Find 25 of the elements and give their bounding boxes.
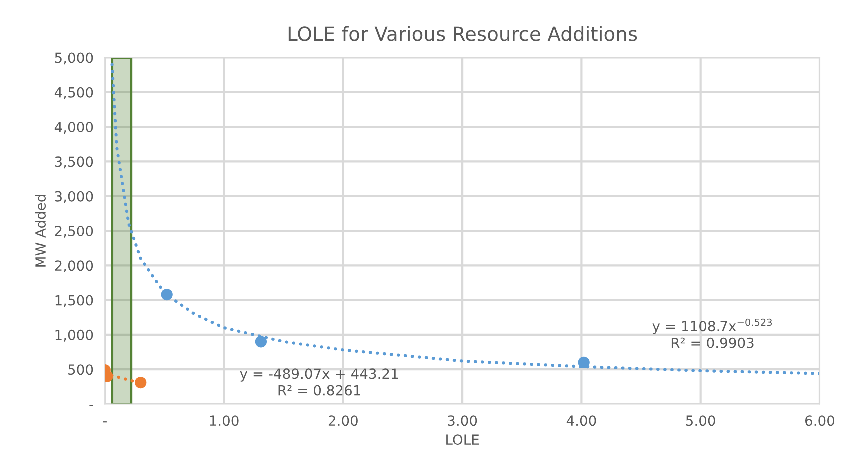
y-tick-label: 4,500 bbox=[54, 87, 94, 100]
annotation: y = -489.07x + 443.21 R² = 0.8261 bbox=[240, 368, 398, 396]
y-tick-label: 1,000 bbox=[56, 330, 94, 342]
x-tick-label: 3.00 bbox=[448, 416, 478, 426]
y-tick-label: 4,000 bbox=[54, 122, 94, 134]
y-tick-label: - bbox=[90, 405, 94, 406]
x-tick-label: 6.00 bbox=[805, 416, 835, 426]
y-axis-title: MW Added bbox=[35, 195, 46, 267]
y-tick-label: 5,000 bbox=[55, 52, 94, 65]
x-tick-label: 2.00 bbox=[328, 416, 358, 426]
y-tick-label: 3,500 bbox=[55, 156, 94, 169]
y-tick-label: 1,500 bbox=[56, 295, 94, 308]
x-tick-label: 5.00 bbox=[686, 416, 716, 426]
y-tick-label: 3,000 bbox=[55, 191, 94, 204]
chart-title: LOLE for Various Resource Additions bbox=[288, 26, 638, 42]
y-tick-label: 2,500 bbox=[55, 226, 94, 238]
y-tick-label: 500 bbox=[68, 364, 94, 376]
x-tick-label: 1.00 bbox=[210, 416, 239, 426]
x-axis-title: LOLE bbox=[446, 434, 479, 446]
point bbox=[255, 336, 268, 348]
point bbox=[578, 356, 590, 368]
point bbox=[161, 288, 173, 301]
annotation: y = 1108.7x$^{−0.523}$ R² = 0.9903 bbox=[652, 318, 772, 348]
y-tick-label: 2,000 bbox=[55, 260, 94, 273]
x-tick-label: 4.00 bbox=[566, 416, 596, 426]
